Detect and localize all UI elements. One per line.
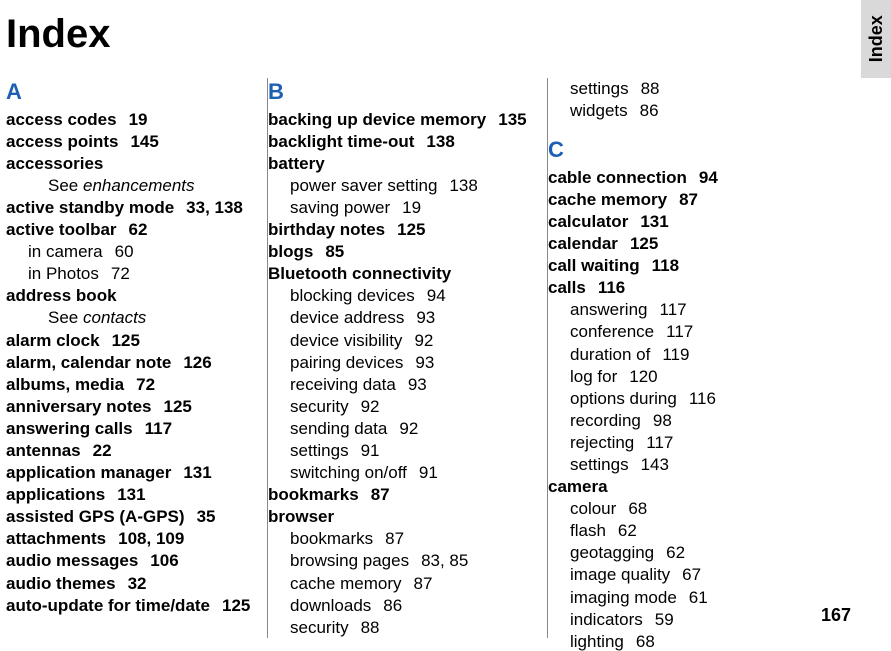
sub-br-security: security88 bbox=[290, 617, 534, 639]
entry-bluetooth: Bluetooth connectivity bbox=[268, 263, 534, 285]
side-tab-label: Index bbox=[864, 15, 887, 62]
side-tab: Index bbox=[861, 0, 891, 78]
entry-alarm-clock: alarm clock125 bbox=[6, 330, 254, 352]
sub-blocking: blocking devices94 bbox=[290, 285, 534, 307]
entry-calculator: calculator131 bbox=[548, 211, 798, 233]
sub-flash: flash62 bbox=[570, 520, 798, 542]
entry-audio-themes: audio themes32 bbox=[6, 573, 254, 595]
entry-alarm-calendar: alarm, calendar note126 bbox=[6, 352, 254, 374]
entry-cache: cache memory87 bbox=[548, 189, 798, 211]
entry-calendar: calendar125 bbox=[548, 233, 798, 255]
entry-address-book: address book bbox=[6, 285, 254, 307]
entry-audio-messages: audio messages106 bbox=[6, 550, 254, 572]
sub-answering: answering117 bbox=[570, 299, 798, 321]
page-number: 167 bbox=[821, 604, 851, 627]
sub-br-bookmarks: bookmarks87 bbox=[290, 528, 534, 550]
entry-bookmarks: bookmarks87 bbox=[268, 484, 534, 506]
sub-indicators: indicators59 bbox=[570, 609, 798, 631]
column-c: settings88 widgets86 C cable connection9… bbox=[548, 78, 812, 651]
sub-switching: switching on/off91 bbox=[290, 462, 534, 484]
sub-duration: duration of119 bbox=[570, 344, 798, 366]
letter-heading-b: B bbox=[268, 78, 534, 107]
entry-antennas: antennas22 bbox=[6, 440, 254, 462]
sub-lighting: lighting68 bbox=[570, 631, 798, 651]
sub-power-saver: power saver setting138 bbox=[290, 175, 534, 197]
sub-pairing: pairing devices93 bbox=[290, 352, 534, 374]
entry-active-standby: active standby mode33, 138 bbox=[6, 197, 254, 219]
sub-bt-security: security92 bbox=[290, 396, 534, 418]
entry-browser: browser bbox=[268, 506, 534, 528]
entry-app-manager: application manager131 bbox=[6, 462, 254, 484]
column-b: B backing up device memory135 backlight … bbox=[268, 78, 548, 651]
entry-albums-media: albums, media72 bbox=[6, 374, 254, 396]
entry-applications: applications131 bbox=[6, 484, 254, 506]
sub-conference: conference117 bbox=[570, 321, 798, 343]
sub-br-pages: browsing pages83, 85 bbox=[290, 550, 534, 572]
entry-anniversary: anniversary notes125 bbox=[6, 396, 254, 418]
sub-colour: colour68 bbox=[570, 498, 798, 520]
entry-cable: cable connection94 bbox=[548, 167, 798, 189]
entry-backing-up: backing up device memory135 bbox=[268, 109, 534, 131]
entry-access-points: access points145 bbox=[6, 131, 254, 153]
entry-call-waiting: call waiting118 bbox=[548, 255, 798, 277]
entry-calls: calls116 bbox=[548, 277, 798, 299]
sub-recording: recording98 bbox=[570, 410, 798, 432]
entry-blogs: blogs85 bbox=[268, 241, 534, 263]
letter-heading-a: A bbox=[6, 78, 254, 107]
sub-bt-settings: settings91 bbox=[290, 440, 534, 462]
entry-attachments: attachments108, 109 bbox=[6, 528, 254, 550]
sub-receiving: receiving data93 bbox=[290, 374, 534, 396]
sub-br-widgets: widgets86 bbox=[570, 100, 798, 122]
sub-imaging: imaging mode61 bbox=[570, 587, 798, 609]
see-contacts: See contacts bbox=[48, 307, 254, 329]
sub-sending: sending data92 bbox=[290, 418, 534, 440]
entry-access-codes: access codes19 bbox=[6, 109, 254, 131]
sub-br-cache: cache memory87 bbox=[290, 573, 534, 595]
entry-birthday: birthday notes125 bbox=[268, 219, 534, 241]
entry-battery: battery bbox=[268, 153, 534, 175]
entry-answering-calls: answering calls117 bbox=[6, 418, 254, 440]
sub-br-downloads: downloads86 bbox=[290, 595, 534, 617]
sub-in-photos: in Photos72 bbox=[28, 263, 254, 285]
entry-camera: camera bbox=[548, 476, 798, 498]
sub-geotag: geotagging62 bbox=[570, 542, 798, 564]
sub-image-q: image quality67 bbox=[570, 564, 798, 586]
see-enhancements: See enhancements bbox=[48, 175, 254, 197]
column-a: A access codes19 access points145 access… bbox=[6, 78, 268, 651]
sub-dev-vis: device visibility92 bbox=[290, 330, 534, 352]
sub-call-settings: settings143 bbox=[570, 454, 798, 476]
sub-logfor: log for120 bbox=[570, 366, 798, 388]
entry-agps: assisted GPS (A-GPS)35 bbox=[6, 506, 254, 528]
index-columns: A access codes19 access points145 access… bbox=[6, 78, 816, 651]
sub-options: options during116 bbox=[570, 388, 798, 410]
entry-active-toolbar: active toolbar62 bbox=[6, 219, 254, 241]
page-title: Index bbox=[6, 8, 816, 60]
letter-heading-c: C bbox=[548, 136, 798, 165]
sub-rejecting: rejecting117 bbox=[570, 432, 798, 454]
sub-dev-addr: device address93 bbox=[290, 307, 534, 329]
sub-saving-power: saving power19 bbox=[290, 197, 534, 219]
entry-auto-update: auto-update for time/date125 bbox=[6, 595, 254, 617]
sub-br-settings: settings88 bbox=[570, 78, 798, 100]
entry-accessories: accessories bbox=[6, 153, 254, 175]
sub-in-camera: in camera60 bbox=[28, 241, 254, 263]
entry-backlight: backlight time-out138 bbox=[268, 131, 534, 153]
